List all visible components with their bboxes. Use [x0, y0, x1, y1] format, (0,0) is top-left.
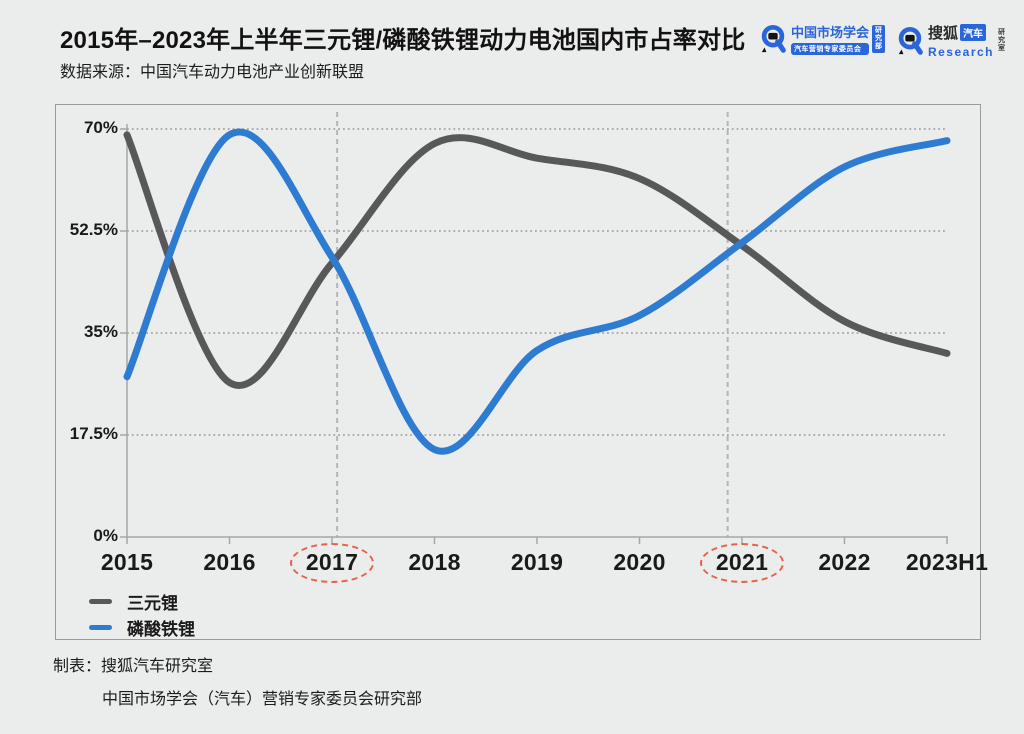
logo-research-label: Research: [927, 45, 994, 59]
footer-label: 制表：: [53, 658, 102, 675]
magnifier-r-icon: [761, 24, 786, 53]
x-axis-label: 2018: [408, 549, 461, 575]
y-axis-label: 52.5%: [69, 220, 118, 239]
logo-research-dept-badge: 研究部: [871, 24, 885, 53]
y-axis-label: 70%: [83, 118, 118, 137]
legend-item: 三元锂: [89, 588, 195, 614]
chart-legend: 三元锂 磷酸铁锂: [89, 588, 195, 640]
data-source-label: 数据来源：中国汽车动力电池产业创新联盟: [60, 64, 365, 81]
logo-china-market-society: 中国市场学会 汽车营销专家委员会 研究部: [758, 22, 885, 55]
footer-maker: 搜狐汽车研究室: [101, 658, 214, 675]
y-axis-label: 35%: [83, 322, 118, 341]
logo-subtitle-badge: 汽车营销专家委员会: [790, 43, 869, 55]
logo-research-office-vertical: 研究室: [998, 28, 1005, 52]
logo-text: 中国市场学会 汽车营销专家委员会: [790, 22, 869, 55]
chart-card: 70% 52.5% 35% 17.5% 0% 2015 2016 2017 2018 2019 20…: [55, 104, 988, 640]
x-axis-label: 2015: [100, 549, 154, 575]
y-axis-label: 17.5%: [69, 424, 118, 443]
legend-item: 磷酸铁锂: [89, 614, 195, 640]
x-axis-label: 2022: [818, 549, 871, 575]
logo-sohu-auto-research: 搜狐 汽车 Research 研究室: [895, 22, 1006, 59]
x-axis-label: 2016: [203, 549, 256, 575]
x-axis-label: 2023H1: [905, 549, 989, 575]
legend-label: 磷酸铁锂: [127, 619, 195, 639]
x-axis-label: 2020: [613, 549, 666, 575]
footer-line2: 中国市场学会（汽车）营销专家委员会研究部: [102, 691, 423, 708]
highlight-ellipse-2017: [290, 543, 374, 583]
legend-swatch: [89, 624, 112, 630]
highlight-ellipse-2021: [700, 543, 784, 583]
y-axis-label: 0%: [93, 526, 118, 545]
legend-swatch: [89, 598, 112, 604]
magnifier-r-icon: [898, 26, 923, 55]
footer-line1: 制表：搜狐汽车研究室: [53, 652, 422, 676]
logo-text: 搜狐 汽车 Research: [928, 22, 994, 59]
logos: 中国市场学会 汽车营销专家委员会 研究部 搜狐 汽车 Research 研究室: [758, 22, 1006, 59]
logo-auto-badge: 汽车: [959, 24, 986, 41]
legend-label: 三元锂: [127, 593, 178, 613]
logo-name: 中国市场学会: [790, 25, 869, 40]
logo-sohu-label: 搜狐: [927, 25, 958, 42]
page-title: 2015年–2023年上半年三元锂/磷酸铁锂动力电池国内市占率对比: [60, 27, 746, 54]
footer-credit: 制表：搜狐汽车研究室 中国市场学会（汽车）营销专家委员会研究部: [53, 652, 422, 709]
chart-svg: [120, 112, 951, 544]
x-axis-label: 2019: [510, 549, 564, 575]
